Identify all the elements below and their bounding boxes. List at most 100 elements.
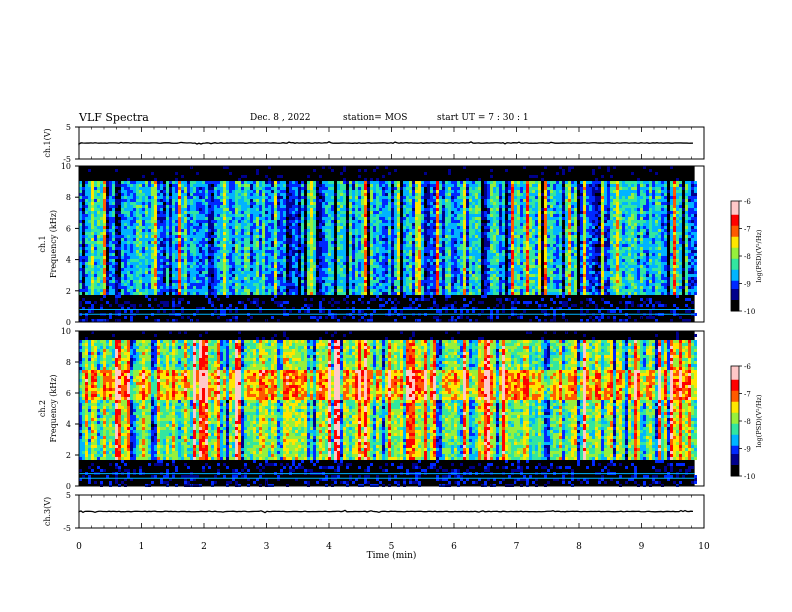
spectrogram-cell (181, 187, 184, 190)
spectrogram-cell (151, 283, 154, 286)
spectrogram-cell (103, 214, 106, 217)
spectrogram-cell (160, 301, 163, 304)
spectrogram-cell (274, 202, 277, 205)
spectrogram-cell (433, 208, 436, 211)
spectrogram-cell (271, 271, 274, 274)
spectrogram-cell (439, 235, 442, 238)
spectrogram-cell (124, 310, 127, 313)
spectrogram-cell (118, 190, 121, 193)
spectrogram-cell (277, 250, 280, 253)
spectrogram-cell (301, 253, 304, 256)
spectrogram-cell (103, 205, 106, 208)
spectrogram-cell (181, 211, 184, 214)
spectrogram-cell (373, 199, 376, 202)
spectrogram-cell (286, 286, 289, 289)
spectrogram-cell (205, 202, 208, 205)
spectrogram-cell (97, 250, 100, 253)
spectrogram-cell (130, 196, 133, 199)
spectrogram-cell (169, 247, 172, 250)
spectrogram-cell (421, 256, 424, 259)
spectrogram-cell (226, 283, 229, 286)
spectrogram-cell (112, 247, 115, 250)
spectrogram-cell (319, 268, 322, 271)
spectrogram-cell (133, 223, 136, 226)
spectrogram-cell (88, 235, 91, 238)
spectrogram-cell (445, 220, 448, 223)
spectrogram-cell (241, 232, 244, 235)
spectrogram-cell (241, 196, 244, 199)
spectrogram-cell (223, 277, 226, 280)
spectrogram-cell (151, 235, 154, 238)
spectrogram-cell (217, 235, 220, 238)
spectrogram-cell (280, 265, 283, 268)
spectrogram-cell (301, 241, 304, 244)
spectrogram-cell (241, 202, 244, 205)
spectrogram-cell (325, 253, 328, 256)
spectrogram-cell (256, 241, 259, 244)
spectrogram-cell (217, 232, 220, 235)
spectrogram-cell (172, 190, 175, 193)
spectrogram-cell (181, 226, 184, 229)
spectrogram-cell (79, 235, 82, 238)
spectrogram-cell (196, 196, 199, 199)
spectrogram-cell (109, 274, 112, 277)
spectrogram-cell (112, 211, 115, 214)
spectrogram-cell (190, 217, 193, 220)
spectrogram-cell (79, 301, 82, 304)
spectrogram-cell (202, 262, 205, 265)
spectrogram-cell (142, 223, 145, 226)
spectrogram-cell (310, 193, 313, 196)
spectrogram-cell (280, 175, 283, 178)
spectrogram-cell (316, 184, 319, 187)
spectrogram-cell (175, 319, 178, 322)
spectrogram-cell (169, 202, 172, 205)
spectrogram-cell (388, 265, 391, 268)
spectrogram-cell (241, 259, 244, 262)
spectrogram-cell (115, 232, 118, 235)
spectrogram-cell (190, 283, 193, 286)
spectrogram-cell (127, 286, 130, 289)
spectrogram-cell (445, 229, 448, 232)
spectrogram-cell (355, 271, 358, 274)
spectrogram-cell (109, 277, 112, 280)
spectrogram-cell (271, 241, 274, 244)
spectrogram-cell (415, 307, 418, 310)
spectrogram-cell (130, 229, 133, 232)
spectrogram-cell (421, 208, 424, 211)
spectrogram-cell (301, 202, 304, 205)
spectrogram-cell (310, 304, 313, 307)
spectrogram-cell (184, 214, 187, 217)
spectrogram-cell (130, 241, 133, 244)
spectrogram-cell (412, 214, 415, 217)
spectrogram-cell (451, 268, 454, 271)
spectrogram-cell (442, 205, 445, 208)
spectrogram-cell (274, 289, 277, 292)
spectrogram-cell (232, 217, 235, 220)
spectrogram-cell (115, 310, 118, 313)
spectrogram-cell (214, 232, 217, 235)
spectrogram-cell (400, 187, 403, 190)
spectrogram-cell (184, 205, 187, 208)
spectrogram-cell (253, 214, 256, 217)
spectrogram-cell (376, 292, 379, 295)
spectrogram-cell (178, 211, 181, 214)
spectrogram-cell (349, 262, 352, 265)
spectrogram-cell (238, 232, 241, 235)
spectrogram-cell (454, 241, 457, 244)
spectrogram-cell (307, 286, 310, 289)
spectrogram-cell (250, 211, 253, 214)
spectrogram-cell (208, 190, 211, 193)
spectrogram-cell (283, 208, 286, 211)
spectrogram-cell (376, 196, 379, 199)
spectrogram-cell (373, 187, 376, 190)
spectrogram-cell (169, 217, 172, 220)
spectrogram-cell (331, 265, 334, 268)
spectrogram-cell (214, 217, 217, 220)
spectrogram-cell (187, 232, 190, 235)
spectrogram-cell (196, 286, 199, 289)
spectrogram-cell (250, 256, 253, 259)
spectrogram-cell (208, 223, 211, 226)
spectrogram-cell (268, 217, 271, 220)
spectrogram-cell (310, 229, 313, 232)
spectrogram-cell (157, 289, 160, 292)
